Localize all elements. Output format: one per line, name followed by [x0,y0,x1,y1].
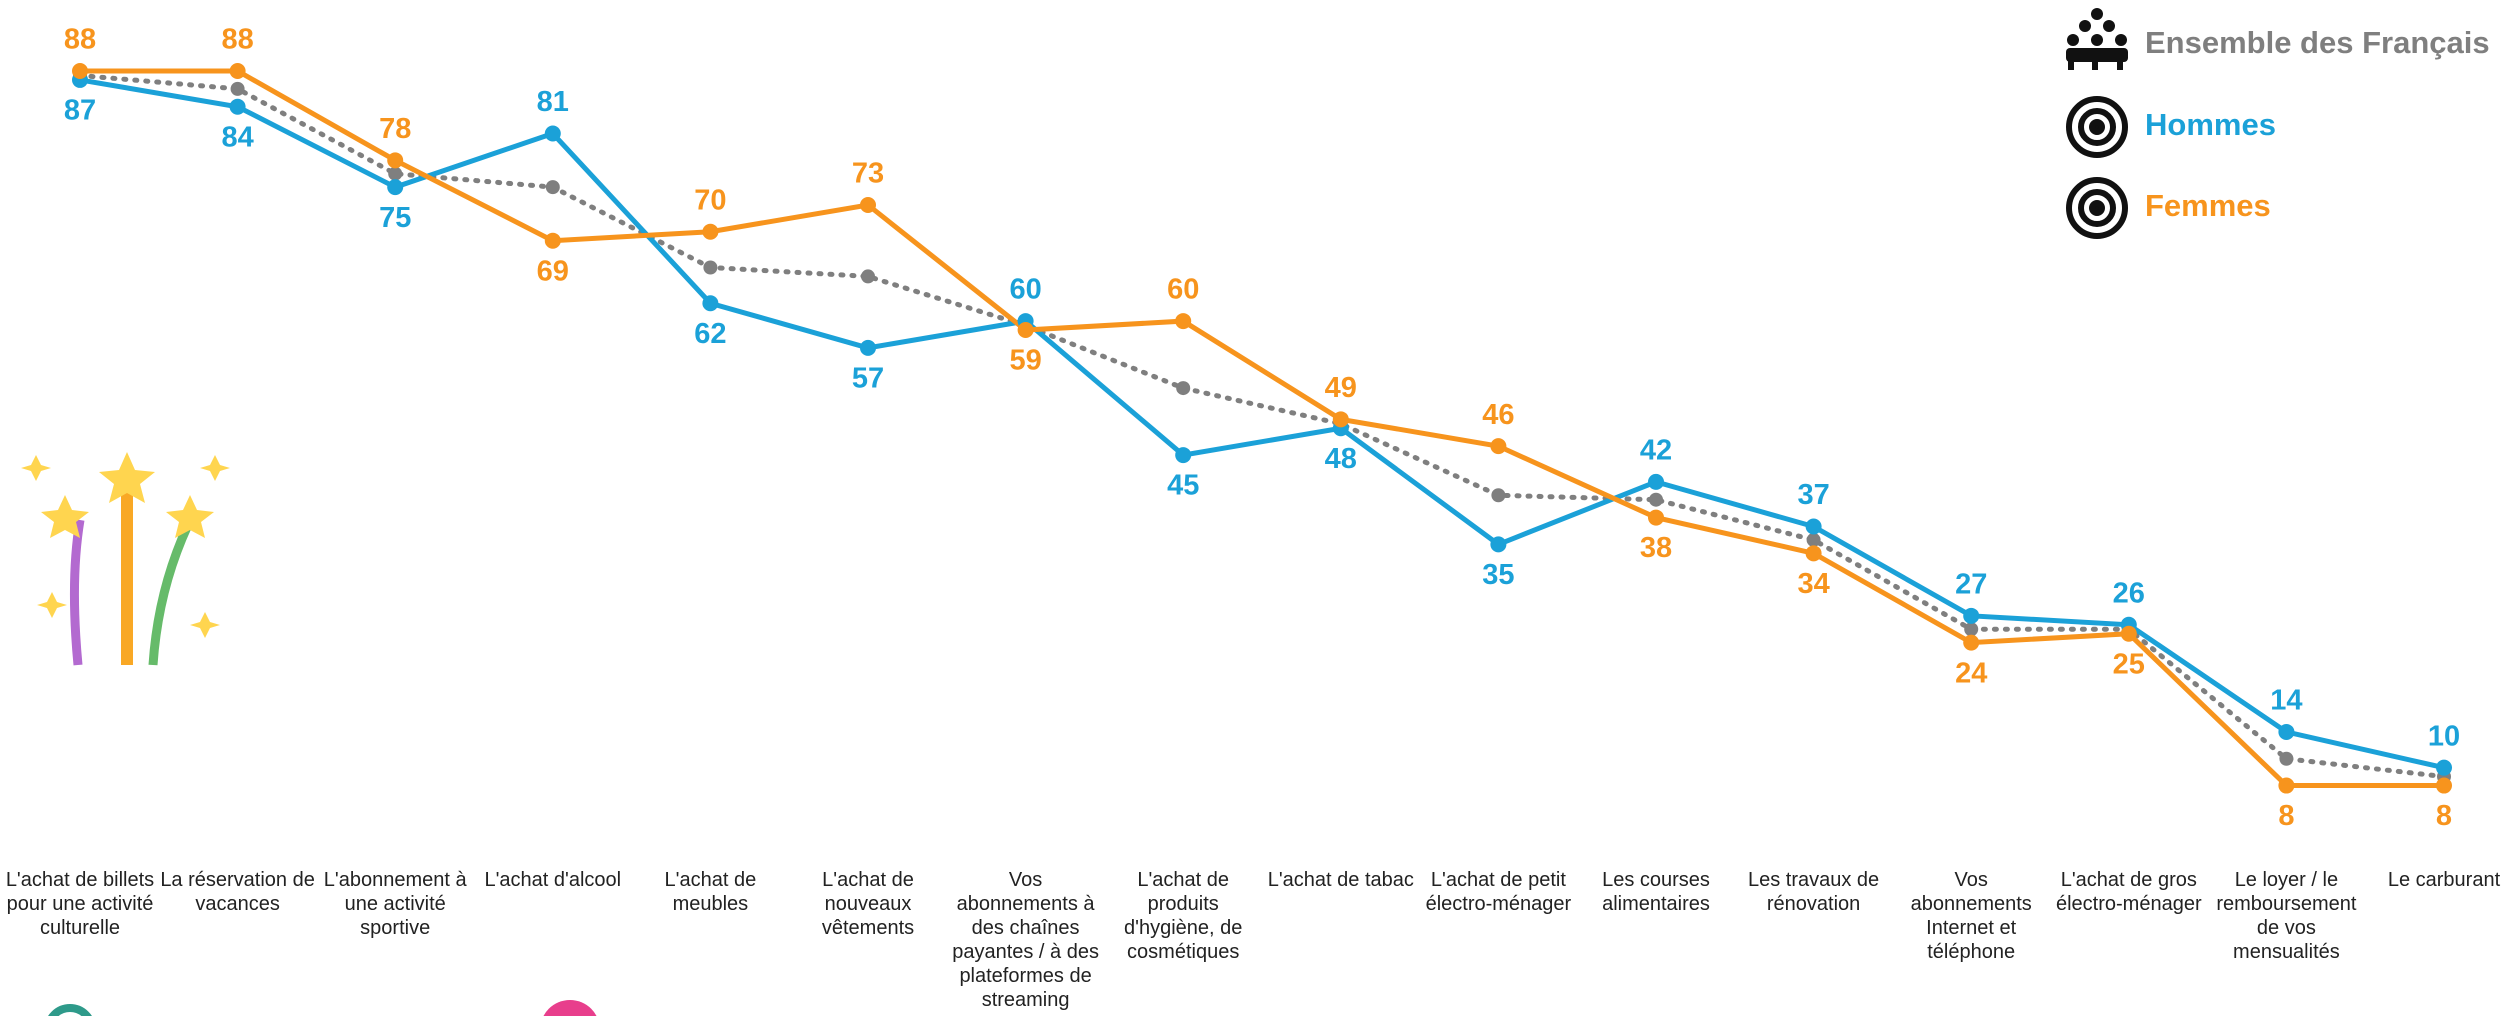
data-label: 25 [2113,648,2145,680]
x-tick-label: L'abonnement à une activité sportive [323,869,467,939]
point [387,179,404,196]
data-label: 10 [2428,720,2460,752]
legend-label: Femmes [2145,188,2271,223]
x-tick-label: L'achat de gros électro-ménager [2055,869,2202,915]
point [230,81,245,96]
point [1175,313,1192,330]
point [1805,545,1822,562]
data-label: 37 [1797,479,1829,511]
x-tick-label: Vos abonnements Internet et téléphone [1910,869,2032,963]
point [1332,411,1349,428]
data-label: 62 [694,318,726,350]
point [2436,777,2452,794]
point [702,295,719,312]
point [1017,322,1034,339]
point [1490,536,1507,553]
point [2278,777,2295,794]
data-label: 78 [379,113,411,145]
point [1648,473,1664,490]
data-label: 38 [1640,532,1672,564]
data-label: 69 [537,255,569,287]
point [544,232,561,249]
data-label: 70 [694,184,726,216]
data-label: 45 [1167,470,1199,502]
data-label: 75 [379,202,411,234]
point [2278,723,2295,740]
x-tick-label: L'achat de produits d'hygiène, de cosmét… [1124,869,1243,963]
point [1648,509,1664,526]
point [1491,488,1506,503]
x-tick-label: Les travaux de rénovation [1747,869,1880,915]
data-label: 59 [1009,345,1041,377]
point [2279,751,2294,766]
point [1490,438,1507,455]
data-label: 48 [1325,443,1357,475]
x-tick-label: La réservation de vacances [160,869,315,915]
data-label: 34 [1797,568,1829,600]
data-label: 8 [2436,800,2452,832]
x-tick-label: L'achat de petit électro-ménager [1425,869,1572,915]
x-tick-label: L'achat de billets pour une activité cul… [5,869,155,939]
point [1649,492,1663,507]
x-tick-label: Les courses alimentaires [1602,869,1710,915]
point [229,63,246,79]
point [861,269,875,284]
legend-icon [2066,8,2128,70]
data-label: 57 [852,363,884,395]
x-tick-label: Le loyer / le remboursement de vos mensu… [2216,869,2357,963]
point [545,180,560,195]
data-label: 81 [537,86,569,118]
point [1964,622,1979,637]
point [1175,447,1192,464]
x-tick-label: L'achat de nouveaux vêtements [821,869,915,939]
x-tick-label: L'achat de tabac [1267,869,1414,891]
point [544,125,561,142]
x-tick-label: Le carburant [2387,869,2501,891]
point [1806,532,1821,547]
point [703,260,718,275]
x-tick-label: Vos abonnements à des chaînes payantes /… [952,869,1099,1011]
legend-label: Hommes [2145,107,2276,142]
legend-label: Ensemble des Français [2145,25,2490,60]
legend-icon [2066,96,2128,239]
data-label: 88 [221,24,253,56]
series-line [77,68,2447,789]
data-label: 35 [1482,559,1514,591]
point [2120,625,2137,642]
point [1805,518,1822,535]
data-label: 60 [1009,274,1041,306]
point [229,98,246,115]
data-label: 42 [1640,435,1672,467]
data-label: 88 [64,24,96,56]
data-label: 24 [1955,657,1987,689]
point [860,196,876,213]
point [1963,634,1980,651]
data-label: 60 [1167,274,1199,306]
data-label: 49 [1325,372,1357,404]
series-line [77,77,2447,771]
data-label: 84 [221,121,253,153]
point [702,223,719,240]
point [387,152,404,169]
data-label: 14 [2270,685,2302,717]
point [72,63,88,79]
data-label: 87 [64,95,96,127]
x-tick-label: L'achat d'alcool [484,869,622,891]
series-line [77,72,2447,780]
point [860,339,876,356]
point [2436,759,2452,776]
data-label: 27 [1955,568,1987,600]
decoration [21,452,597,1016]
data-label: 26 [2113,577,2145,609]
data-label: 8 [2278,800,2294,832]
point [1963,607,1980,624]
x-tick-label: L'achat de meubles [664,869,757,915]
data-label: 46 [1482,399,1514,431]
point [1176,381,1191,396]
point [388,166,403,181]
data-label: 73 [852,158,884,190]
legend: Ensemble des Français Hommes Femmes [2066,8,2490,239]
